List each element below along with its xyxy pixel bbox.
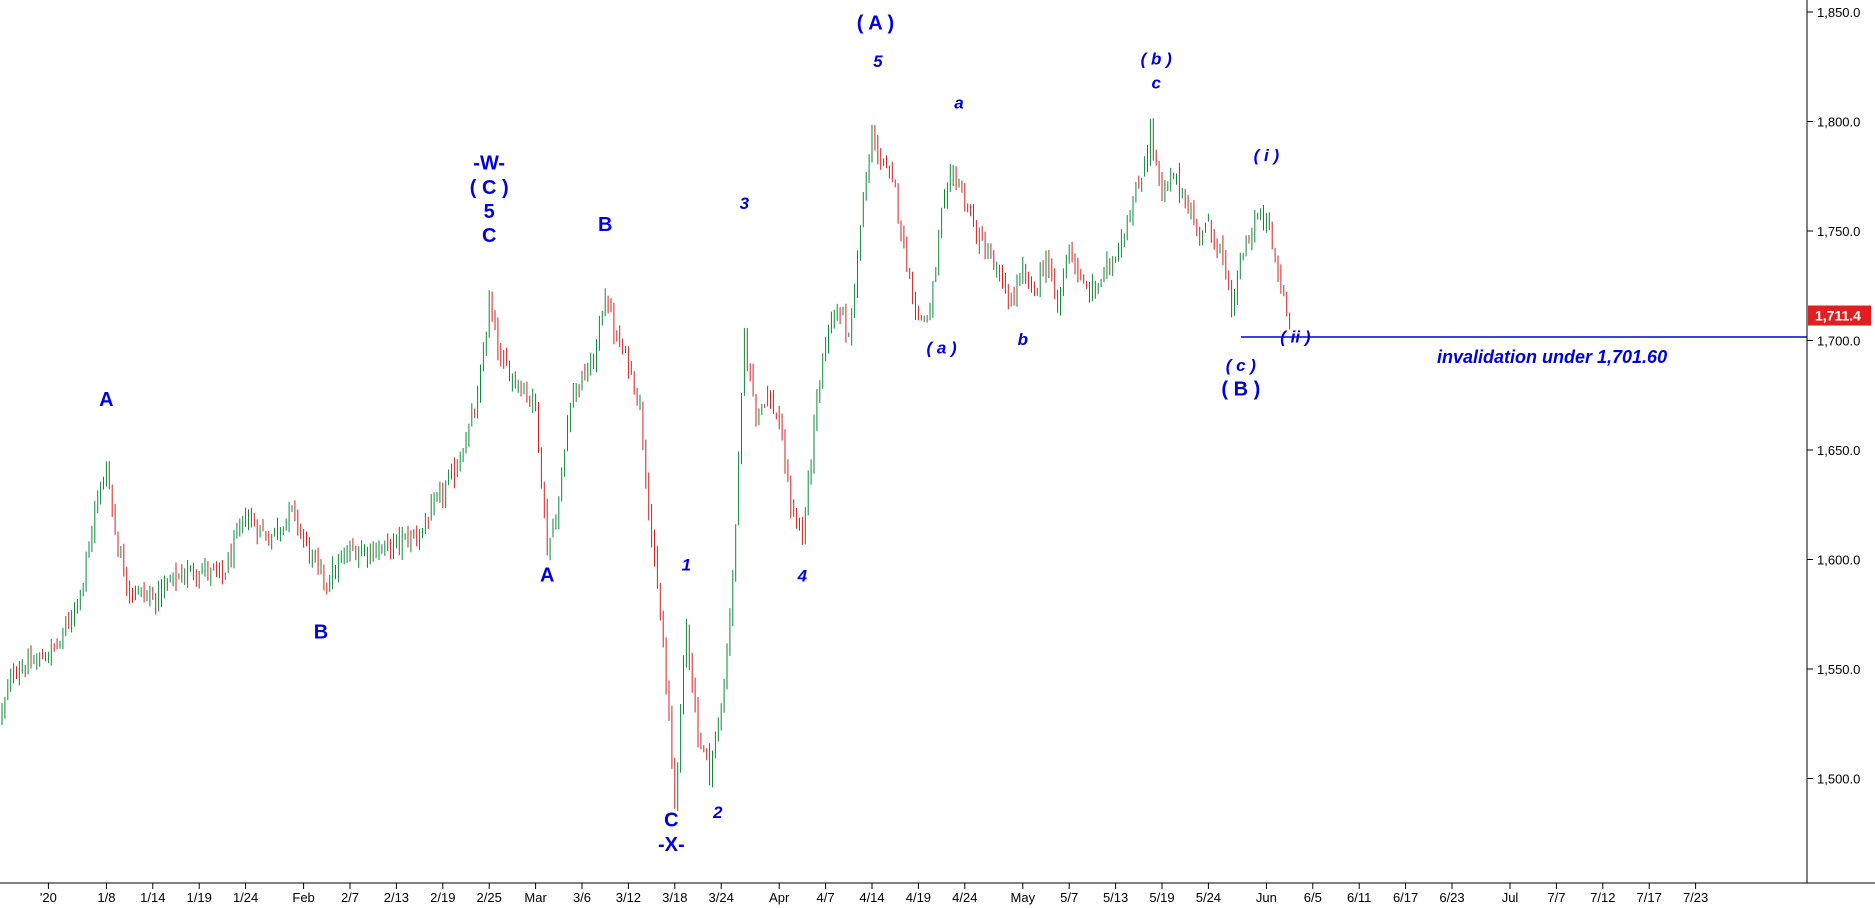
x-tick-label: 5/13 xyxy=(1103,890,1128,905)
y-tick-label: 1,700.0 xyxy=(1817,334,1860,349)
x-tick-label: 6/11 xyxy=(1347,890,1371,905)
y-tick-label: 1,650.0 xyxy=(1817,443,1860,458)
wave-label: b xyxy=(1018,330,1028,349)
x-tick-label: 6/17 xyxy=(1393,890,1418,905)
y-tick-label: 1,850.0 xyxy=(1817,5,1860,20)
x-tick-label: 4/14 xyxy=(859,890,884,905)
x-tick-label: Jun xyxy=(1256,890,1277,905)
wave-label: B xyxy=(314,621,328,643)
wave-label: 4 xyxy=(797,566,808,585)
last-price-tag: 1,711.4 xyxy=(1808,305,1871,326)
x-tick-label: 3/12 xyxy=(616,890,641,905)
wave-label: -X- xyxy=(658,834,685,856)
x-tick-label: 4/24 xyxy=(952,890,977,905)
wave-label: ( i ) xyxy=(1254,146,1280,165)
wave-label: C xyxy=(664,810,678,832)
invalidation-label: invalidation under 1,701.60 xyxy=(1437,347,1667,367)
x-tick-label: 2/19 xyxy=(430,890,455,905)
y-tick-label: 1,750.0 xyxy=(1817,224,1860,239)
x-tick-label: 2/13 xyxy=(384,890,409,905)
x-tick-label: 7/7 xyxy=(1547,890,1565,905)
wave-label: ( a ) xyxy=(926,339,957,358)
y-tick-label: 1,800.0 xyxy=(1817,115,1860,130)
x-tick-label: Mar xyxy=(524,890,547,905)
wave-label: A xyxy=(540,564,554,586)
wave-label: B xyxy=(598,214,612,236)
wave-label: ( B ) xyxy=(1221,378,1260,400)
x-tick-label: 1/19 xyxy=(187,890,212,905)
x-tick-label: 5/19 xyxy=(1149,890,1174,905)
wave-label: 3 xyxy=(740,194,750,213)
candlestick-series xyxy=(1,118,1291,811)
wave-label: -W- xyxy=(473,153,505,175)
x-tick-label: 1/8 xyxy=(97,890,115,905)
x-tick-label: 4/7 xyxy=(817,890,835,905)
x-tick-label: 3/24 xyxy=(709,890,734,905)
wave-label: 2 xyxy=(712,803,723,822)
x-tick-label: 2/25 xyxy=(477,890,502,905)
x-tick-label: 2/7 xyxy=(341,890,359,905)
wave-label: A xyxy=(99,389,113,411)
wave-label: ( c ) xyxy=(1226,356,1257,375)
wave-label: 1 xyxy=(682,555,691,574)
x-tick-label: Feb xyxy=(292,890,314,905)
x-tick-label: 6/23 xyxy=(1439,890,1464,905)
x-tick-label: 6/5 xyxy=(1304,890,1322,905)
wave-label: c xyxy=(1151,74,1161,93)
wave-label: ( A ) xyxy=(857,13,894,35)
y-tick-label: 1,600.0 xyxy=(1817,553,1860,568)
x-tick-label: 7/17 xyxy=(1637,890,1662,905)
x-tick-label: 3/6 xyxy=(573,890,591,905)
x-axis-ticks: '20 1/8 1/14 1/19 1/24 Feb 2/7 2/13 2/19 2/25 Mar 3… xyxy=(40,883,1708,905)
y-tick-label: 1,550.0 xyxy=(1817,662,1860,677)
x-tick-label: 3/18 xyxy=(662,890,687,905)
x-tick-label: '20 xyxy=(40,890,57,905)
x-tick-label: 7/23 xyxy=(1683,890,1708,905)
last-price-label: 1,711.4 xyxy=(1815,308,1861,324)
x-tick-label: Jul xyxy=(1502,890,1519,905)
x-tick-label: 5/24 xyxy=(1196,890,1221,905)
wave-label: a xyxy=(954,93,963,112)
x-tick-label: 5/7 xyxy=(1060,890,1078,905)
x-tick-label: 1/24 xyxy=(233,890,258,905)
wave-label: C xyxy=(482,225,496,247)
y-tick-label: 1,500.0 xyxy=(1817,772,1860,787)
x-tick-label: Apr xyxy=(769,890,790,905)
wave-label: ( b ) xyxy=(1141,50,1172,69)
wave-label: ( C ) xyxy=(470,177,509,199)
x-tick-label: 1/14 xyxy=(140,890,165,905)
y-axis-ticks: 1,850.0 1,800.0 1,750.0 1,700.0 1,650.0 1,600… xyxy=(1807,5,1860,787)
x-tick-label: 7/12 xyxy=(1590,890,1615,905)
wave-label: 5 xyxy=(873,52,883,71)
x-tick-label: May xyxy=(1011,890,1036,905)
wave-label: 5 xyxy=(484,201,495,223)
x-tick-label: 4/19 xyxy=(906,890,931,905)
